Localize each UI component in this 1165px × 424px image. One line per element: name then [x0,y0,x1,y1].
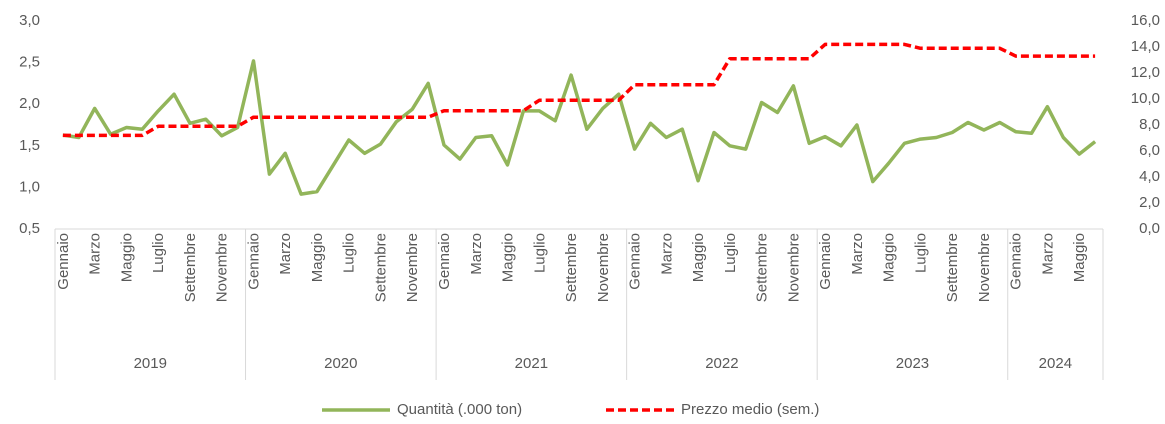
x-tick-label: Maggio [118,233,135,282]
y2-tick-label: 4,0 [1139,168,1160,185]
legend-label: Prezzo medio (sem.) [681,401,819,418]
y2-tick-label: 8,0 [1139,116,1160,133]
legend-label: Quantità (.000 ton) [397,401,522,418]
x-tick-label: Settembre [754,233,771,302]
y2-tick-label: 10,0 [1131,90,1160,107]
x-tick-label: Maggio [309,233,326,282]
y-tick-label: 2,5 [19,54,40,71]
x-tick-label: Marzo [849,233,866,275]
year-label: 2019 [134,355,167,372]
x-tick-label: Luglio [341,233,358,273]
year-label: 2020 [324,355,357,372]
series-line [62,59,1097,196]
x-tick-label: Gennaio [627,233,644,290]
x-tick-label: Gennaio [817,233,834,290]
x-tick-label: Marzo [87,233,104,275]
y-tick-label: 0,5 [19,220,40,237]
x-tick-label: Gennaio [245,233,262,290]
y2-tick-label: 0,0 [1139,220,1160,237]
y2-tick-label: 14,0 [1131,38,1160,55]
x-tick-label: Luglio [912,233,929,273]
x-tick-label: Maggio [1071,233,1088,282]
y2-tick-label: 2,0 [1139,194,1160,211]
series-line [62,42,1096,138]
x-tick-label: Gennaio [1008,233,1025,290]
y2-tick-label: 12,0 [1131,64,1160,81]
y-tick-label: 2,0 [19,95,40,112]
x-tick-label: Novembre [785,233,802,302]
x-tick-label: Marzo [468,233,485,275]
year-label: 2021 [515,355,548,372]
x-tick-label: Maggio [690,233,707,282]
x-tick-label: Settembre [372,233,389,302]
x-tick-label: Novembre [214,233,231,302]
x-tick-label: Maggio [881,233,898,282]
y2-tick-label: 16,0 [1131,12,1160,29]
x-tick-label: Maggio [500,233,517,282]
x-tick-label: Gennaio [436,233,453,290]
y-tick-label: 1,0 [19,178,40,195]
y-tick-label: 3,0 [19,12,40,29]
x-tick-label: Gennaio [55,233,72,290]
x-tick-label: Marzo [1039,233,1056,275]
year-label: 2024 [1039,355,1072,372]
y-tick-label: 1,5 [19,137,40,154]
x-tick-label: Novembre [595,233,612,302]
x-tick-label: Settembre [182,233,199,302]
x-tick-label: Marzo [277,233,294,275]
x-tick-label: Settembre [944,233,961,302]
x-tick-label: Luglio [722,233,739,273]
y2-tick-label: 6,0 [1139,142,1160,159]
x-tick-label: Luglio [150,233,167,273]
x-tick-label: Settembre [563,233,580,302]
x-tick-label: Marzo [658,233,675,275]
x-tick-label: Luglio [531,233,548,273]
year-label: 2023 [896,355,929,372]
year-label: 2022 [705,355,738,372]
x-tick-label: Novembre [404,233,421,302]
x-tick-label: Novembre [976,233,993,302]
